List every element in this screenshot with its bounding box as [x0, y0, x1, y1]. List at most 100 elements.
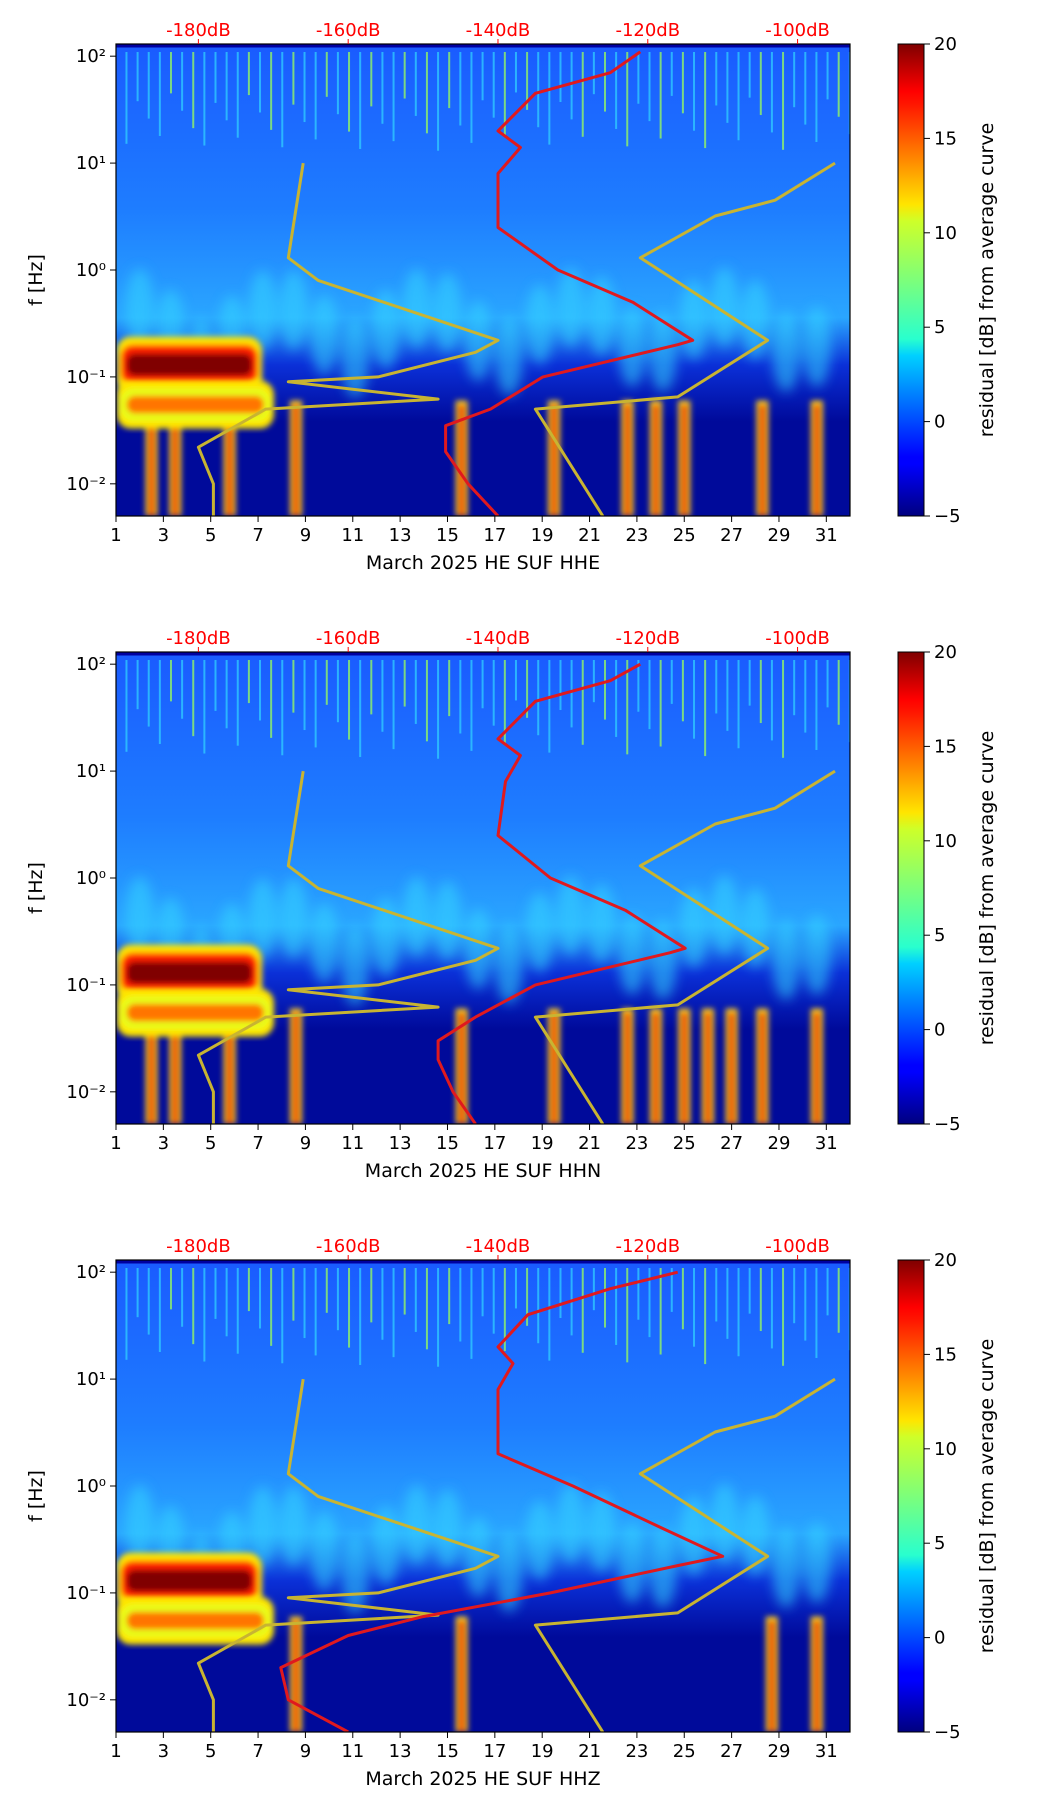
hf-column — [470, 52, 473, 143]
glow-blob — [464, 909, 493, 990]
stripe-core — [624, 404, 631, 516]
hf-column — [203, 660, 206, 754]
plot-area — [116, 1260, 850, 1732]
y-tick-label: 10⁰ — [76, 260, 106, 281]
hf-column — [659, 1268, 662, 1355]
hf-column — [648, 1268, 651, 1338]
plot-area — [116, 652, 850, 1124]
x-tick-label: 11 — [341, 525, 364, 546]
x-tick-label: 13 — [389, 525, 412, 546]
hf-column — [693, 52, 696, 131]
hf-column — [503, 1268, 506, 1352]
hf-column — [125, 1268, 128, 1360]
hf-column — [392, 660, 395, 750]
hf-column — [592, 52, 595, 95]
band-2 — [116, 988, 274, 1037]
db-tick-label: -120dB — [615, 628, 680, 649]
hf-column — [370, 52, 373, 107]
hf-column — [192, 52, 195, 129]
db-tick-label: -180dB — [166, 20, 231, 41]
hf-column — [637, 52, 640, 104]
x-tick-label: 1 — [110, 1133, 121, 1154]
band-core — [126, 395, 264, 414]
x-tick-label: 13 — [389, 1133, 412, 1154]
hf-column — [537, 52, 540, 128]
hf-column — [815, 52, 818, 142]
hf-column — [147, 1268, 150, 1335]
glow-blob — [464, 301, 493, 382]
hf-column — [737, 52, 740, 141]
stripe-core — [458, 404, 465, 516]
hf-column — [425, 1268, 428, 1350]
hf-column — [214, 660, 217, 711]
x-tick-label: 3 — [158, 1133, 169, 1154]
colorbar-gradient — [897, 1259, 925, 1733]
colorbar-tick-label: 15 — [934, 128, 957, 149]
hf-column — [281, 52, 284, 148]
hf-column — [303, 52, 306, 123]
hf-column — [236, 52, 239, 138]
glow-blob — [341, 1533, 370, 1614]
hf-column — [225, 52, 228, 121]
glow-blob — [741, 888, 770, 969]
x-tick-label: 9 — [300, 1133, 311, 1154]
hf-column — [526, 52, 529, 110]
hf-column — [782, 52, 785, 150]
hf-column — [726, 660, 729, 731]
hf-column — [348, 52, 351, 132]
plot-frame — [115, 1259, 851, 1733]
hf-columns — [125, 660, 850, 759]
colorbar-label: residual [dB] from average curve — [976, 731, 998, 1046]
glow-blob — [525, 1500, 554, 1581]
hf-column — [225, 660, 228, 729]
hf-column — [381, 1268, 384, 1340]
hf-column — [793, 52, 796, 108]
hf-column — [270, 1268, 273, 1346]
glow-blob — [310, 295, 339, 376]
db-tick-label: -140dB — [466, 1236, 531, 1257]
hf-column — [437, 52, 440, 151]
hf-column — [537, 1268, 540, 1344]
glow-blob — [248, 270, 277, 351]
hf-column — [470, 660, 473, 751]
x-tick-label: 25 — [673, 1741, 696, 1762]
hf-column — [770, 52, 773, 133]
hf-column — [815, 1268, 818, 1358]
glow-blob — [587, 276, 616, 357]
x-axis-label: March 2025 HE SUF HHN — [365, 1160, 601, 1182]
hf-column — [348, 1268, 351, 1348]
db-tick-label: -160dB — [316, 1236, 381, 1257]
hf-column — [448, 52, 451, 109]
x-tick-label: 5 — [205, 1133, 216, 1154]
colorbar-tick-label: 0 — [934, 1628, 945, 1649]
hf-column — [336, 52, 339, 115]
glow-blob — [371, 1505, 400, 1586]
glow-blob — [341, 317, 370, 398]
hf-column — [392, 1268, 395, 1358]
hf-column — [637, 1268, 640, 1320]
stripe-core — [652, 1012, 659, 1124]
y-tick-label: 10⁻² — [66, 1082, 106, 1103]
panel-3: 1 3 5 7 9 11 13 15 17 19 21 23 25 27 29 3110⁻²10⁻¹10⁰10… — [25, 1236, 998, 1790]
hf-column — [804, 660, 807, 733]
hf-column — [559, 660, 562, 711]
band-1 — [116, 336, 263, 393]
hf-column — [681, 660, 684, 722]
db-tick-label: -140dB — [466, 20, 531, 41]
hf-column — [214, 1268, 217, 1319]
glow-blob — [772, 919, 801, 1000]
hf-column — [292, 1268, 295, 1321]
stripe-core — [551, 404, 558, 516]
microseism-glow — [125, 267, 831, 398]
y-tick-label: 10² — [76, 1262, 106, 1283]
hf-column — [214, 52, 217, 103]
hf-column — [537, 660, 540, 736]
hf-column — [392, 52, 395, 142]
hf-column — [203, 1268, 206, 1362]
hf-column — [704, 52, 707, 149]
band-2 — [116, 380, 274, 429]
colorbar: −5 0 5 10 15 20 residual [dB] from average cur… — [897, 1250, 998, 1743]
hf-column — [425, 52, 428, 134]
x-tick-label: 11 — [341, 1741, 364, 1762]
